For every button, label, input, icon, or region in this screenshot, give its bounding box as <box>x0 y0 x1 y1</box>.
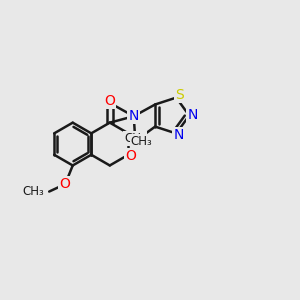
Text: CH₃: CH₃ <box>23 185 44 198</box>
Text: O: O <box>59 177 70 191</box>
Text: N: N <box>129 109 139 123</box>
Text: N: N <box>173 128 184 142</box>
Text: S: S <box>175 88 184 102</box>
Text: N: N <box>188 108 198 122</box>
Text: O: O <box>104 94 115 108</box>
Text: O: O <box>125 149 136 163</box>
Text: CH₃: CH₃ <box>131 135 152 148</box>
Text: CH₃: CH₃ <box>124 132 146 145</box>
